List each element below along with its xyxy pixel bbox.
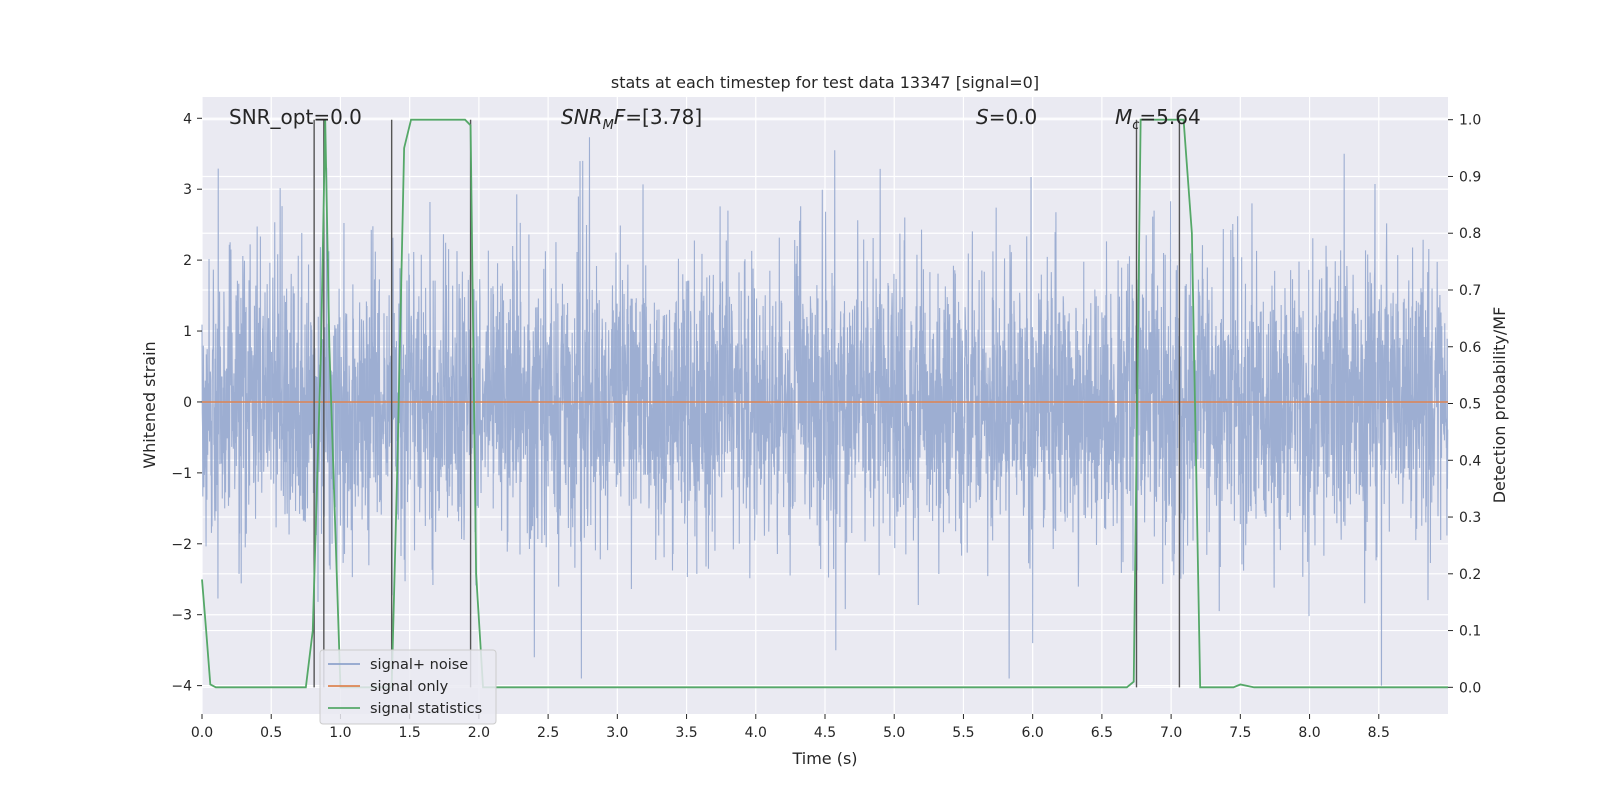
x-tick-label: 8.0: [1298, 725, 1320, 741]
y-tick-label: 0: [183, 395, 192, 411]
signal-statistics-line: [201, 118, 1448, 689]
x-tick-label: 3.5: [675, 725, 697, 741]
annotation-snr-opt: SNR_opt=0.0: [229, 105, 362, 129]
y-tick-label: 3: [183, 182, 192, 198]
x-tick-label: 5.0: [883, 725, 905, 741]
y-tick-label: −2: [171, 537, 192, 553]
series-signal-noise: [201, 137, 1449, 686]
x-tick-label: 8.5: [1368, 725, 1390, 741]
x-axis-ticks: 0.0 0.5 1.0 1.5 2.0 2.5 3.0 3.5 4.0 4.5 5.0 5.5 6.0 6…: [191, 714, 1390, 741]
y2-tick-label: 0.4: [1459, 453, 1481, 469]
series-signal-statistics: [201, 118, 1448, 689]
x-tick-label: 6.5: [1091, 725, 1113, 741]
y2-tick-label: 0.6: [1459, 340, 1481, 356]
x-tick-label: 1.5: [399, 725, 421, 741]
x-tick-label: 1.0: [329, 725, 351, 741]
y2-tick-label: 0.1: [1459, 624, 1481, 640]
signal-noise-line: [201, 137, 1449, 686]
x-tick-label: 3.0: [606, 725, 628, 741]
legend-box: [319, 649, 497, 725]
y2-tick-label: 0.2: [1459, 567, 1481, 583]
chart-title: stats at each timestep for test data 133…: [611, 73, 1039, 92]
y2-tick-label: 1.0: [1459, 113, 1481, 129]
y-axis-ticks: −4 −3 −2 −1 0 1 2 3 4: [171, 111, 202, 695]
y2-tick-label: 0.7: [1459, 283, 1481, 299]
x-tick-label: 6.0: [1022, 725, 1044, 741]
annotation-snr-mf: SNRMF=[3.78]: [561, 105, 702, 133]
y2-axis-label: Detection probability/MF: [1490, 307, 1509, 504]
y-tick-label: 1: [183, 324, 192, 340]
x-axis-label: Time (s): [791, 749, 857, 768]
legend-label-signal-only: signal only: [370, 679, 449, 695]
annotation-s: S=0.0: [976, 105, 1037, 129]
x-tick-label: 4.0: [745, 725, 767, 741]
y2-tick-label: 0.3: [1459, 510, 1481, 526]
y2-axis-ticks: 0.0 0.1 0.2 0.3 0.4 0.5 0.6 0.7 0.8 0.9 1.0: [1448, 113, 1481, 696]
legend-label-signal-statistics: signal statistics: [370, 701, 482, 717]
y-tick-label: −3: [171, 608, 192, 624]
x-tick-label: 4.5: [814, 725, 836, 741]
y2-tick-label: 0.0: [1459, 680, 1481, 696]
annotation-mc: Mc=5.64: [1115, 105, 1201, 133]
y2-tick-label: 0.9: [1459, 169, 1481, 185]
y2-tick-label: 0.5: [1459, 397, 1481, 413]
annotations: SNR_opt=0.0 SNRMF=[3.78] S=0.0 Mc=5.64: [229, 105, 1201, 133]
y-tick-label: −4: [171, 679, 192, 695]
x-tick-label: 0.0: [191, 725, 213, 741]
legend-label-signal-noise: signal+ noise: [370, 657, 468, 673]
y2-tick-label: 0.8: [1459, 226, 1481, 242]
y-tick-label: 4: [183, 111, 192, 127]
x-tick-label: 2.5: [537, 725, 559, 741]
y-tick-label: −1: [171, 466, 192, 482]
x-tick-label: 7.5: [1229, 725, 1251, 741]
x-tick-label: 2.0: [468, 725, 490, 741]
x-tick-label: 5.5: [952, 725, 974, 741]
x-tick-label: 7.0: [1160, 725, 1182, 741]
y-axis-label: Whitened strain: [140, 341, 159, 468]
legend: signal+ noise signal only signal statist…: [319, 649, 497, 725]
y-tick-label: 2: [183, 253, 192, 269]
x-tick-label: 0.5: [260, 725, 282, 741]
